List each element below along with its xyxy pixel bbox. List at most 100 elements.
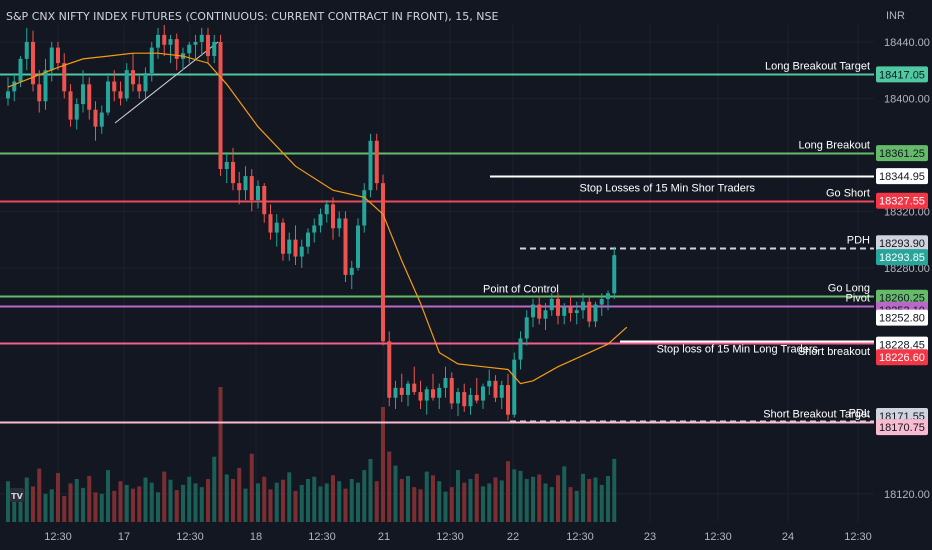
volume-bar [224,474,229,522]
volume-bar [137,486,142,522]
price-badge-stop-loss-long [876,336,928,353]
candle-body [31,41,35,85]
volume-bar [587,478,592,522]
volume-bar [474,473,479,522]
volume-bar [93,492,98,522]
price-axis[interactable] [874,0,932,550]
price-badge-text-stop-loss-long: 18228.45 [879,340,925,352]
volume-bar [212,456,217,522]
volume-bar [606,476,610,522]
candle-body [387,341,392,398]
volume-bar [356,482,360,522]
volume-bar [287,472,292,522]
candle-body [574,310,579,314]
volume-bar [568,487,573,522]
candle-body [274,222,279,233]
price-badge-text-last-price: 18293.85 [879,252,925,264]
volume-bar [181,484,185,522]
time-axis[interactable] [0,522,874,550]
volume-bar [106,470,110,522]
volume-bar [418,489,423,522]
volume-bar [506,461,510,522]
candle-body [112,81,117,92]
candle-body [443,377,448,388]
volume-bar [431,475,435,522]
level-labels: Long Breakout Target Long Breakout Stop Lo… [483,61,870,421]
candle-body [424,389,429,401]
level-label-long-breakout-target: Long Breakout Target [765,61,870,73]
price-tick: 18400.00 [884,93,930,105]
candle-body [43,70,48,102]
volume-bar [243,488,248,522]
candle-body [368,140,373,191]
candle-body [306,232,310,247]
candle-body [268,214,273,233]
volume-bar [187,476,192,522]
price-badge-text-stop-losses-short: 18344.95 [879,171,925,183]
candle-body [87,84,92,110]
candle-body [262,185,267,215]
price-badge-text-short-breakout-target: 18170.75 [879,422,925,434]
candle-body [168,39,173,45]
volume-bar [31,486,35,522]
time-tick: 21 [378,531,390,543]
price-badge-text-long-breakout: 18361.25 [879,148,925,160]
volume-bar [599,484,604,522]
candle-body [99,112,104,127]
candle-body [356,225,360,268]
time-tick: 12:30 [436,531,464,543]
price-badge-go-long [876,289,928,306]
price-badge-pdh [876,235,928,252]
candle-body [481,386,485,401]
candle-body [506,385,510,415]
candle-body [312,225,317,233]
candle-body [156,34,160,48]
volume-bar [443,491,448,522]
volume-bar [131,488,135,522]
level-label-short-breakout: Short breakout [798,346,870,358]
annotation-point-of-control: Point of Control [483,284,559,296]
price-badge-text-go-long: 18260.25 [879,293,925,305]
candle-body [68,91,73,120]
volume-bar [349,478,354,522]
time-tick: 12:30 [44,531,72,543]
volume-bar [56,473,60,522]
level-label-pivot: Pivot [846,293,870,305]
price-tick: 18440.00 [884,37,930,49]
chart-title: S&P CNX NIFTY INDEX FUTURES (CONTINUOUS:… [6,10,498,23]
volume-bar [493,477,498,522]
trend-line[interactable] [114,41,219,124]
time-tick: 12:30 [176,531,204,543]
time-tick: 24 [782,531,794,543]
volume-bar [156,492,160,522]
candle-body [393,387,398,398]
volume-bar [281,479,285,522]
svg-text:TV: TV [11,492,23,501]
candle-body [143,73,148,92]
candle-body [331,204,335,229]
price-badge-ma-value [876,309,928,326]
moving-average-line [7,52,628,385]
volume-bar [193,483,198,522]
candle-body [456,392,460,404]
tradingview-logo-icon[interactable]: TV [10,488,24,502]
volume-bar [143,477,148,522]
volume-bar [249,453,254,522]
volume-bar [306,478,310,522]
volume-bar [199,487,204,522]
candle-body [231,161,235,184]
volume-bar [68,483,73,522]
candle-body [256,185,260,201]
level-label-stop-losses-short: Stop Losses of 15 Min Shor Traders [580,183,756,195]
candle-body [374,140,379,184]
volume-bar [468,478,473,522]
price-tick: 18320.00 [884,206,930,218]
candle-body [81,84,85,105]
volume-bar [256,483,260,522]
candle-body [287,239,292,254]
price-badge-text-short-breakout: 18226.60 [879,352,925,364]
volume-bar [481,486,485,522]
volume-bar [562,466,567,522]
volume-bar [168,479,173,522]
